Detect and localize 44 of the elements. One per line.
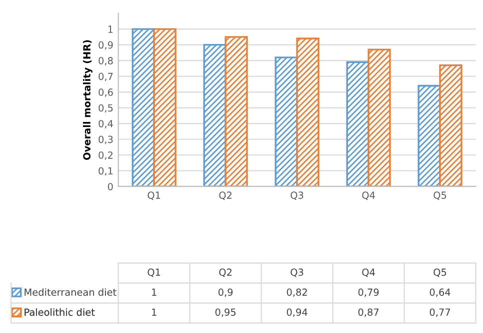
data-label: 0,87	[358, 308, 379, 317]
bar	[418, 84, 441, 186]
x-tick-label: Q2	[219, 192, 232, 200]
bar	[368, 48, 391, 186]
y-tick-label: 0,4	[98, 120, 113, 128]
data-label: 0,77	[430, 308, 450, 317]
bar	[274, 56, 298, 186]
x-tick-label: Q1	[148, 192, 160, 200]
y-tick-label: 0,9	[98, 41, 113, 50]
category-label: Q5	[434, 268, 446, 277]
category-label: Q4	[362, 268, 375, 277]
legend-label: Paleolithic diet	[24, 308, 95, 316]
bar	[132, 28, 155, 186]
data-label: 0,94	[286, 308, 308, 317]
data-label: 1	[152, 288, 156, 296]
y-tick-label: 0,6	[98, 88, 113, 97]
data-label: 0,64	[430, 288, 450, 297]
bar	[296, 38, 320, 186]
y-tick-label: 0,5	[98, 104, 113, 113]
category-label: Q3	[290, 268, 304, 277]
data-label: 0,79	[358, 288, 379, 297]
bar	[346, 61, 370, 186]
y-tick-label: 0,8	[98, 57, 113, 66]
y-axis-title: Overall mortality (HR)	[82, 40, 92, 160]
y-tick-label: 0	[108, 182, 113, 190]
y-tick-label: 0,2	[98, 151, 112, 160]
legend-label: Mediterranean diet	[24, 288, 116, 296]
y-tick-label: 0,1	[98, 167, 113, 176]
data-label: 1	[152, 308, 156, 316]
data-label: 0,82	[286, 288, 307, 297]
data-label: 0,95	[215, 308, 236, 317]
x-tick-label: Q4	[362, 192, 375, 200]
category-label: Q1	[148, 268, 160, 277]
category-label: Q2	[219, 268, 232, 277]
bar	[153, 28, 176, 186]
bar	[224, 36, 248, 186]
data-label: 0,9	[218, 288, 233, 297]
y-tick-label: 1	[108, 26, 113, 33]
y-tick-label: 0,3	[98, 136, 113, 144]
bar	[203, 44, 226, 186]
bar	[439, 64, 462, 186]
x-tick-label: Q5	[434, 192, 446, 200]
y-tick-label: 0,7	[98, 72, 113, 82]
x-tick-label: Q3	[290, 192, 304, 200]
